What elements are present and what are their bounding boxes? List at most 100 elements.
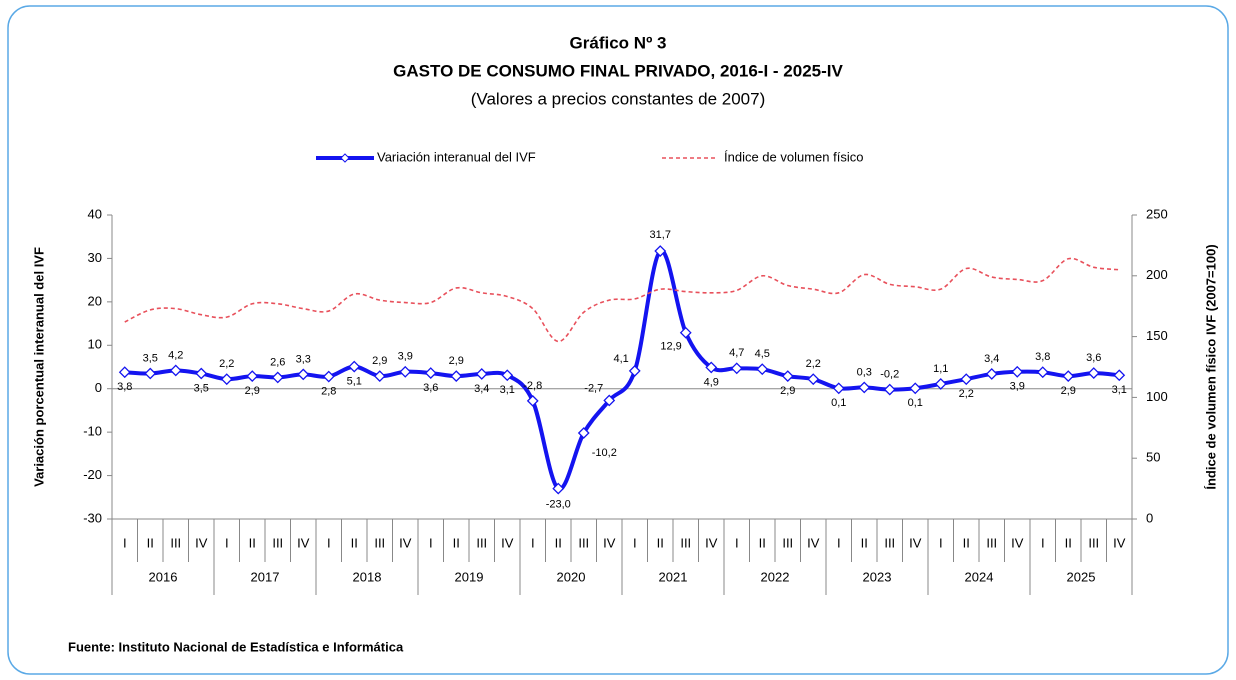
y-axis-title: Variación porcentual interanual del IVF bbox=[31, 247, 46, 487]
x-group-label: 2018 bbox=[353, 569, 382, 584]
data-label: -10,2 bbox=[592, 447, 617, 459]
x-tick-label: I bbox=[531, 535, 535, 550]
y-tick-label: 0 bbox=[95, 380, 102, 395]
point-marker bbox=[934, 378, 947, 390]
x-tick-label: III bbox=[578, 535, 589, 550]
variation-line bbox=[124, 249, 1120, 491]
data-label: 4,9 bbox=[704, 376, 719, 388]
x-tick-label: I bbox=[633, 535, 637, 550]
x-tick-label: I bbox=[225, 535, 229, 550]
y2-tick-label: 150 bbox=[1146, 328, 1168, 343]
point-marker bbox=[424, 367, 437, 379]
x-tick-label: III bbox=[782, 535, 793, 550]
point-marker bbox=[501, 369, 514, 382]
point-marker bbox=[373, 370, 386, 383]
legend-label: Variación interanual del IVF bbox=[377, 149, 536, 164]
point-marker bbox=[144, 367, 157, 380]
x-tick-label: IV bbox=[807, 535, 820, 550]
x-tick-label: I bbox=[939, 535, 943, 550]
x-tick-label: III bbox=[986, 535, 997, 550]
x-tick-label: III bbox=[1088, 535, 1099, 550]
point-marker bbox=[246, 370, 259, 383]
point-marker bbox=[526, 394, 539, 407]
x-group-label: 2021 bbox=[659, 569, 688, 584]
data-label: 3,6 bbox=[1086, 352, 1101, 364]
point-marker bbox=[475, 368, 488, 380]
data-label: 3,9 bbox=[1010, 381, 1025, 393]
point-marker bbox=[909, 382, 922, 395]
x-tick-label: IV bbox=[1113, 535, 1126, 550]
y-tick-label: -30 bbox=[83, 510, 102, 525]
point-marker bbox=[118, 366, 131, 379]
x-tick-label: IV bbox=[297, 535, 310, 550]
data-label: 2,2 bbox=[806, 358, 821, 370]
x-tick-label: IV bbox=[1011, 535, 1024, 550]
x-group-label: 2019 bbox=[455, 569, 484, 584]
x-group-label: 2023 bbox=[863, 569, 892, 584]
data-label: -2,7 bbox=[584, 382, 603, 394]
data-label: 3,5 bbox=[143, 352, 158, 364]
data-label: 4,1 bbox=[613, 353, 628, 365]
x-tick-label: IV bbox=[705, 535, 718, 550]
data-label: 4,2 bbox=[168, 349, 183, 361]
y2-tick-label: 50 bbox=[1146, 450, 1160, 465]
x-tick-label: II bbox=[861, 535, 868, 550]
point-marker bbox=[603, 394, 616, 407]
point-marker bbox=[756, 363, 769, 376]
point-marker bbox=[679, 326, 692, 339]
data-label: 31,7 bbox=[650, 229, 671, 241]
data-label: 2,2 bbox=[219, 358, 234, 370]
y-tick-label: 20 bbox=[88, 293, 102, 308]
x-group-label: 2016 bbox=[149, 569, 178, 584]
data-label: 2,9 bbox=[372, 355, 387, 367]
y2-tick-label: 200 bbox=[1146, 267, 1168, 282]
data-label: 3,1 bbox=[500, 384, 515, 396]
data-label: -23,0 bbox=[546, 499, 571, 511]
point-marker bbox=[1087, 367, 1100, 379]
x-tick-label: II bbox=[351, 535, 358, 550]
x-tick-label: III bbox=[272, 535, 283, 550]
x-group-label: 2025 bbox=[1067, 569, 1096, 584]
x-tick-label: III bbox=[170, 535, 181, 550]
x-tick-label: III bbox=[374, 535, 385, 550]
point-marker bbox=[348, 360, 361, 373]
data-label: 3,9 bbox=[398, 351, 413, 363]
chart-title: Gráfico Nº 3 bbox=[570, 33, 667, 52]
point-marker bbox=[985, 368, 998, 380]
frame bbox=[7, 5, 1229, 675]
point-marker bbox=[1062, 370, 1075, 383]
x-tick-label: III bbox=[476, 535, 487, 550]
data-label: 2,6 bbox=[270, 356, 285, 368]
chart-note: (Valores a precios constantes de 2007) bbox=[471, 89, 766, 108]
legend-marker bbox=[340, 153, 350, 163]
x-tick-label: II bbox=[453, 535, 460, 550]
point-marker bbox=[781, 370, 794, 383]
y2-axis-title: Índice de volumen físico IVF (2007=100) bbox=[1203, 244, 1218, 489]
data-label: 2,9 bbox=[1061, 385, 1076, 397]
x-tick-label: I bbox=[837, 535, 841, 550]
x-group-label: 2024 bbox=[965, 569, 994, 584]
data-label: 2,9 bbox=[449, 355, 464, 367]
point-marker bbox=[807, 373, 820, 386]
x-tick-label: II bbox=[657, 535, 664, 550]
data-label: 3,4 bbox=[474, 383, 489, 395]
point-marker bbox=[271, 371, 284, 384]
data-label: 1,1 bbox=[933, 363, 948, 375]
x-tick-label: IV bbox=[399, 535, 412, 550]
x-tick-label: II bbox=[555, 535, 562, 550]
point-marker bbox=[552, 482, 565, 495]
point-marker bbox=[654, 245, 667, 257]
point-marker bbox=[399, 365, 412, 378]
data-label: 2,8 bbox=[321, 385, 336, 397]
point-marker bbox=[730, 362, 743, 375]
x-tick-label: IV bbox=[909, 535, 922, 550]
data-label: 3,6 bbox=[423, 382, 438, 394]
data-label: 0,1 bbox=[831, 397, 846, 409]
index-line bbox=[124, 257, 1120, 343]
point-marker bbox=[297, 368, 310, 381]
x-group-label: 2022 bbox=[761, 569, 790, 584]
x-tick-label: II bbox=[249, 535, 256, 550]
point-marker bbox=[169, 364, 182, 377]
point-marker bbox=[322, 370, 335, 383]
